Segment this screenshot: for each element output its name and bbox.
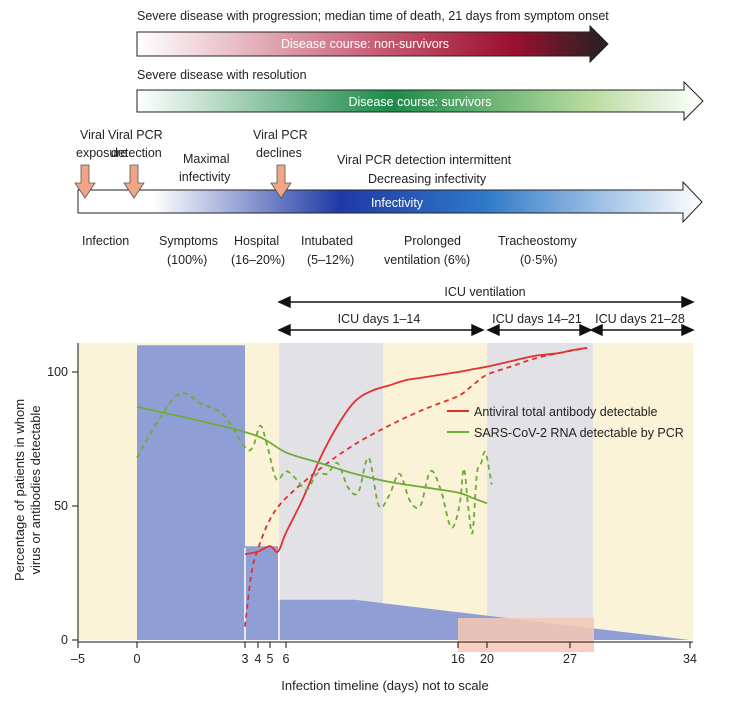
y-axis-label-l1: Percentage of patients in whom: [12, 399, 27, 581]
pcr-solid-line: [136, 405, 488, 505]
maximal-l2: infectivity: [179, 170, 231, 184]
stage-hospital-l2: (16–20%): [231, 253, 285, 267]
antibody-dashed-line: [244, 347, 588, 627]
x-tick-label: 6: [283, 652, 290, 666]
stage-tracheostomy-l1: Tracheostomy: [498, 234, 577, 248]
icu-ventilation-arrow: [277, 295, 695, 309]
x-tick-label: 5: [267, 652, 274, 666]
stage-symptoms-l2: (100%): [167, 253, 207, 267]
nonsurv-caption: Severe disease with progression; median …: [137, 9, 609, 23]
icu-days-14-21-label: ICU days 14–21: [492, 312, 582, 326]
pcr-detection-marker-icon: [123, 164, 145, 199]
intermittent-l2: Decreasing infectivity: [368, 172, 487, 186]
icu-days-1-14-label: ICU days 1–14: [338, 312, 421, 326]
maximal-l1: Maximal: [183, 152, 230, 166]
pcr-detection-l1: Viral PCR: [108, 128, 163, 142]
blue-area: [137, 345, 690, 640]
stage-prolonged-l1: Prolonged: [404, 234, 461, 248]
y-axis-label-l2: virus or antibodies detectable: [28, 405, 43, 574]
infectivity-arrow: [77, 180, 703, 224]
y-tick-label: 100: [47, 365, 68, 379]
y-tick-label: 0: [61, 633, 68, 647]
series-layer: [136, 347, 588, 627]
x-tick-label: 0: [134, 652, 141, 666]
nonsurv-arrow: [136, 24, 609, 64]
icu-days-21-28-label: ICU days 21–28: [595, 312, 685, 326]
y-tick-label: 50: [54, 499, 68, 513]
x-tick-label: 34: [683, 652, 697, 666]
legend-pcr-label: SARS-CoV-2 RNA detectable by PCR: [474, 426, 684, 440]
pcr-detection-l2: detection: [111, 146, 162, 160]
x-ticks: –5 0 3 4 5 6 16 20 27 34: [71, 642, 697, 666]
stage-intubated-l2: (5–12%): [307, 253, 354, 267]
antibody-solid-line: [244, 347, 588, 556]
x-tick-label: 4: [255, 652, 262, 666]
x-axis-label: Infection timeline (days) not to scale: [281, 678, 488, 693]
legend-antibody-label: Antiviral total antibody detectable: [474, 405, 657, 419]
stage-tracheostomy-l2: (0·5%): [520, 253, 558, 267]
viral-exposure-l2: exposure: [76, 146, 127, 160]
pcr-dashed-line: [136, 392, 493, 535]
y-ticks: 0 50 100: [47, 365, 78, 647]
stage-prolonged-l2: ventilation (6%): [384, 253, 470, 267]
surv-arrow: [136, 80, 704, 122]
surv-caption: Severe disease with resolution: [137, 68, 307, 82]
pcr-declines-l1: Viral PCR: [253, 128, 308, 142]
stage-symptoms-l1: Symptoms: [159, 234, 218, 248]
icu-days-arrows: [277, 323, 695, 337]
nonsurv-label: Disease course: non-survivors: [281, 37, 449, 51]
pcr-declines-l2: declines: [256, 146, 302, 160]
peach-highlight: [458, 618, 594, 652]
x-tick-label: 3: [242, 652, 249, 666]
stage-hospital-l1: Hospital: [234, 234, 279, 248]
x-tick-label: 27: [563, 652, 577, 666]
viral-exposure-marker-icon: [74, 164, 96, 199]
infectivity-label: Infectivity: [371, 196, 424, 210]
x-tick-label: –5: [71, 652, 85, 666]
viral-exposure-l1: Viral: [80, 128, 105, 142]
stage-infection: Infection: [82, 234, 129, 248]
pcr-declines-marker-icon: [270, 164, 292, 199]
intermittent-l1: Viral PCR detection intermittent: [337, 153, 512, 167]
icu-ventilation-label: ICU ventilation: [444, 285, 525, 299]
surv-label: Disease course: survivors: [348, 95, 491, 109]
x-tick-label: 20: [480, 652, 494, 666]
x-tick-label: 16: [451, 652, 465, 666]
legend: Antiviral total antibody detectable SARS…: [447, 405, 684, 440]
stage-intubated-l1: Intubated: [301, 234, 353, 248]
